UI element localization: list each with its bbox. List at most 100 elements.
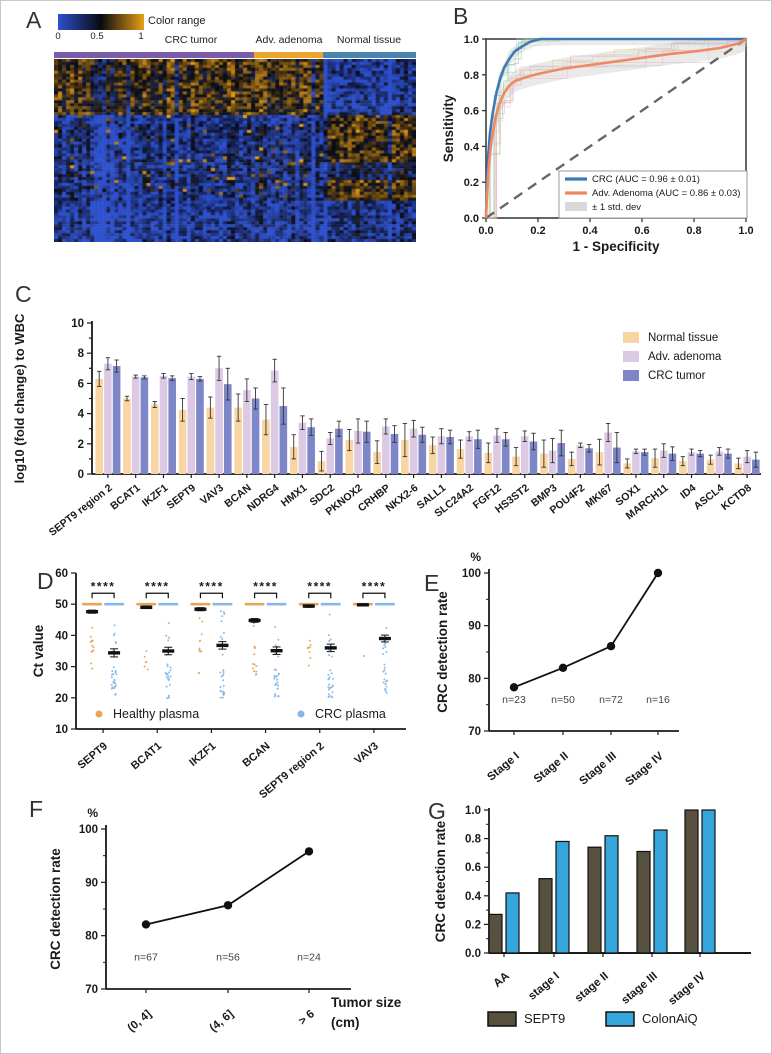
svg-text:90: 90 xyxy=(85,877,98,889)
svg-text:0.2: 0.2 xyxy=(465,919,481,931)
roc-chart: 0.0 0.2 0.4 0.6 0.8 1.0 0.0 0.2 0.4 0.6 0.8 1.0 1 - … xyxy=(441,34,754,254)
panel-d-label: D xyxy=(37,568,54,594)
gene-bar-chart: 0 2 4 6 8 10 log10 (fold change) to WBC SEPT9 r… xyxy=(12,313,761,539)
svg-text:40: 40 xyxy=(55,630,68,642)
svg-text:80: 80 xyxy=(85,931,98,943)
tumor-size-line-chart: 70 80 90 100% CRC detection rate n=67 (0, 4] n=… xyxy=(48,806,402,1035)
svg-text:Healthy plasma: Healthy plasma xyxy=(113,707,199,721)
svg-text:0: 0 xyxy=(78,469,84,481)
svg-text:Adv. adenoma: Adv. adenoma xyxy=(648,351,722,363)
svg-text:CRC detection rate: CRC detection rate xyxy=(433,820,448,942)
svg-text:stage I: stage I xyxy=(526,970,562,1003)
svg-text:Sensitivity: Sensitivity xyxy=(441,94,456,162)
svg-text:80: 80 xyxy=(468,673,481,685)
panel-e-label: E xyxy=(424,570,440,596)
svg-text:CRC plasma: CRC plasma xyxy=(315,707,386,721)
svg-text:(4, 6]: (4, 6] xyxy=(208,1008,236,1035)
svg-text:± 1 std. dev: ± 1 std. dev xyxy=(592,202,641,213)
colorbar-tick-0-5: 0.5 xyxy=(90,31,104,42)
stage-line-chart: 70 80 90 100% CRC detection rate n=23 Stage I n… xyxy=(435,550,679,789)
svg-text:20: 20 xyxy=(55,693,68,705)
svg-text:stage III: stage III xyxy=(619,970,660,1007)
group-bar-segment xyxy=(54,52,254,58)
svg-text:0.6: 0.6 xyxy=(634,225,649,237)
svg-text:0.8: 0.8 xyxy=(464,70,479,82)
group-label-normal-tissue: Normal tissue xyxy=(336,34,402,46)
svg-text:CRC detection rate: CRC detection rate xyxy=(435,591,450,713)
svg-text:90: 90 xyxy=(468,621,481,633)
svg-text:SEPT9: SEPT9 xyxy=(524,1011,565,1026)
svg-text:Stage IV: Stage IV xyxy=(623,750,666,789)
group-bar-segment xyxy=(253,52,323,58)
svg-text:SEPT9: SEPT9 xyxy=(165,482,199,512)
svg-text:0.8: 0.8 xyxy=(686,225,701,237)
svg-text:n=24: n=24 xyxy=(297,952,321,964)
svg-text:ASCL4: ASCL4 xyxy=(692,482,727,513)
svg-text:10: 10 xyxy=(71,318,84,330)
svg-text:0.6: 0.6 xyxy=(465,862,481,874)
svg-text:ColonAiQ: ColonAiQ xyxy=(642,1011,698,1026)
panel-g-label: G xyxy=(428,798,446,824)
panel-f-label: F xyxy=(29,796,44,822)
group-label-crc-tumor: CRC tumor xyxy=(164,34,218,46)
svg-text:HMX1: HMX1 xyxy=(279,482,310,510)
group-bar-segment xyxy=(322,52,416,58)
panel-a-label: A xyxy=(26,7,42,33)
svg-text:KCTD8: KCTD8 xyxy=(719,482,754,513)
svg-text:****: **** xyxy=(91,579,116,593)
svg-text:MKI67: MKI67 xyxy=(583,482,615,511)
svg-text:1 - Specificity: 1 - Specificity xyxy=(572,239,660,254)
svg-text:NKX2-6: NKX2-6 xyxy=(384,482,421,515)
svg-text:0.4: 0.4 xyxy=(582,225,598,237)
svg-text:60: 60 xyxy=(55,568,68,580)
svg-text:BCAN: BCAN xyxy=(240,740,272,770)
svg-text:CRC detection rate: CRC detection rate xyxy=(48,848,63,970)
svg-text:Adv. Adenoma (AUC = 0.86 ± 0.0: Adv. Adenoma (AUC = 0.86 ± 0.03) xyxy=(592,188,740,199)
svg-text:70: 70 xyxy=(468,726,481,738)
method-bar-chart: 0.0 0.2 0.4 0.6 0.8 1.0 CRC detection rate AA st… xyxy=(433,805,751,1027)
svg-text:0.2: 0.2 xyxy=(464,177,479,189)
group-label-adv-adenoma: Adv. adenoma xyxy=(255,34,323,46)
svg-text:0.0: 0.0 xyxy=(464,213,479,225)
svg-text:(cm): (cm) xyxy=(331,1015,360,1030)
svg-text:0.0: 0.0 xyxy=(478,225,493,237)
svg-text:n=72: n=72 xyxy=(599,694,623,706)
svg-text:****: **** xyxy=(362,579,387,593)
svg-text:AA: AA xyxy=(491,970,511,990)
svg-text:4: 4 xyxy=(78,409,85,421)
svg-text:IKZF1: IKZF1 xyxy=(187,740,218,769)
svg-text:0.8: 0.8 xyxy=(465,834,482,846)
svg-text:2: 2 xyxy=(78,439,84,451)
svg-text:****: **** xyxy=(307,579,332,593)
heatmap-canvas xyxy=(54,59,416,242)
colorbar-tick-1: 1 xyxy=(138,31,144,42)
svg-text:BCAT1: BCAT1 xyxy=(108,482,142,513)
colorbar-title: Color range xyxy=(148,15,206,27)
svg-text:Normal tissue: Normal tissue xyxy=(648,332,718,344)
svg-text:> 6: > 6 xyxy=(297,1008,317,1028)
svg-text:SEPT9 region 2: SEPT9 region 2 xyxy=(47,482,115,539)
colorbar-tick-0: 0 xyxy=(55,31,61,42)
svg-text:CRC (AUC = 0.96 ± 0.01): CRC (AUC = 0.96 ± 0.01) xyxy=(592,174,700,185)
svg-text:****: **** xyxy=(253,579,278,593)
svg-text:Stage III: Stage III xyxy=(577,750,619,788)
ct-value-strip-chart: 10 20 30 40 50 60 Ct value **** SEPT9 **** BCAT1 **… xyxy=(31,568,406,801)
svg-text:VAV3: VAV3 xyxy=(198,482,226,507)
svg-text:****: **** xyxy=(145,579,170,593)
svg-text:n=50: n=50 xyxy=(551,694,575,706)
svg-text:0.4: 0.4 xyxy=(464,141,480,153)
panel-c-label: C xyxy=(15,281,32,307)
svg-text:BCAT1: BCAT1 xyxy=(129,740,164,772)
svg-text:50: 50 xyxy=(55,599,68,611)
svg-text:SEPT9: SEPT9 xyxy=(76,740,110,772)
svg-text:0.6: 0.6 xyxy=(464,106,479,118)
panel-b-label: B xyxy=(453,3,469,29)
svg-text:(0, 4]: (0, 4] xyxy=(126,1008,154,1035)
svg-text:Stage I: Stage I xyxy=(485,750,522,783)
svg-text:Ct value: Ct value xyxy=(31,624,46,677)
svg-text:%: % xyxy=(87,806,98,820)
svg-text:n=16: n=16 xyxy=(646,694,670,706)
svg-text:stage IV: stage IV xyxy=(666,970,708,1008)
svg-text:8: 8 xyxy=(78,348,85,360)
